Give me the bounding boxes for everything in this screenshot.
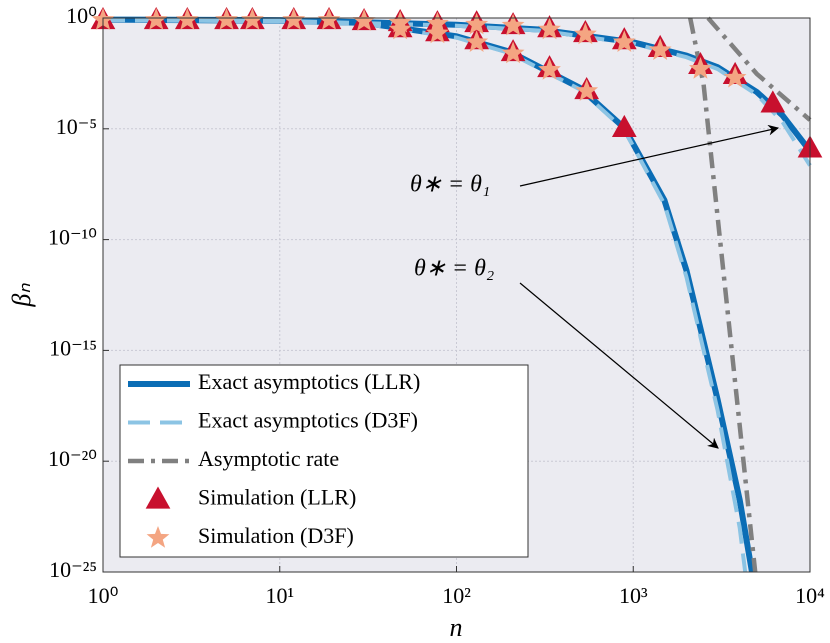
marker (388, 17, 412, 40)
marker (175, 8, 199, 30)
marker (723, 65, 747, 88)
marker (282, 8, 306, 30)
legend-swatch (145, 486, 171, 509)
marker (612, 30, 636, 52)
marker (689, 57, 712, 79)
y-axis-label: βₙ (7, 283, 36, 308)
marker (574, 22, 597, 45)
x-tick-label: 10¹ (265, 583, 294, 608)
marker (501, 13, 525, 36)
x-axis-label: n (450, 613, 463, 642)
x-tick-label: 10³ (619, 583, 648, 608)
marker (317, 8, 341, 30)
y-tick-label: 10⁻¹⁰ (48, 225, 97, 250)
y-tick-label: 10⁻²⁰ (48, 446, 97, 471)
marker (426, 21, 449, 44)
marker (241, 8, 264, 30)
marker (144, 8, 168, 30)
x-tick-label: 10⁰ (88, 583, 119, 608)
x-tick-label: 10⁴ (795, 583, 825, 608)
marker (465, 30, 489, 52)
y-tick-label: 10⁻¹⁵ (49, 335, 97, 360)
x-tick-label: 10² (442, 583, 471, 608)
legend-label: Simulation (D3F) (198, 523, 354, 548)
marker (538, 58, 561, 80)
marker (465, 12, 489, 35)
legend-label: Exact asymptotics (LLR) (198, 369, 420, 394)
marker (611, 114, 637, 137)
annotation: θ∗ = θ₂ (414, 256, 494, 282)
marker (215, 8, 238, 30)
y-tick-label: 10⁻²⁵ (49, 557, 97, 582)
legend-label: Asymptotic rate (198, 446, 339, 471)
annotation: θ∗ = θ₁ (410, 172, 490, 198)
y-tick-label: 10⁻⁵ (56, 114, 97, 139)
legend-swatch (146, 526, 170, 548)
annotation-arrow (519, 282, 719, 449)
marker (760, 90, 786, 113)
legend-label: Exact asymptotics (D3F) (198, 408, 418, 433)
y-tick-label: 10⁰ (66, 3, 97, 28)
legend: Exact asymptotics (LLR) Exact asymptotics… (119, 364, 529, 558)
marker (538, 17, 561, 40)
annotation-arrow (519, 124, 780, 187)
marker (501, 41, 525, 64)
marker (648, 38, 672, 60)
line (687, 16, 812, 573)
marker (352, 9, 376, 31)
legend-label: Simulation (LLR) (198, 485, 356, 510)
marker (575, 79, 599, 101)
